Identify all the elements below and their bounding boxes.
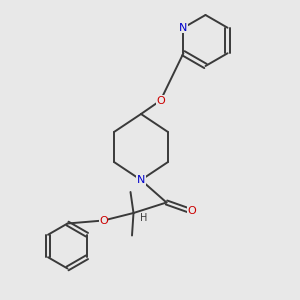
Text: O: O bbox=[188, 206, 196, 217]
Text: O: O bbox=[99, 215, 108, 226]
Text: N: N bbox=[137, 175, 145, 185]
Text: O: O bbox=[156, 95, 165, 106]
Text: H: H bbox=[140, 213, 148, 224]
Text: N: N bbox=[179, 23, 188, 33]
